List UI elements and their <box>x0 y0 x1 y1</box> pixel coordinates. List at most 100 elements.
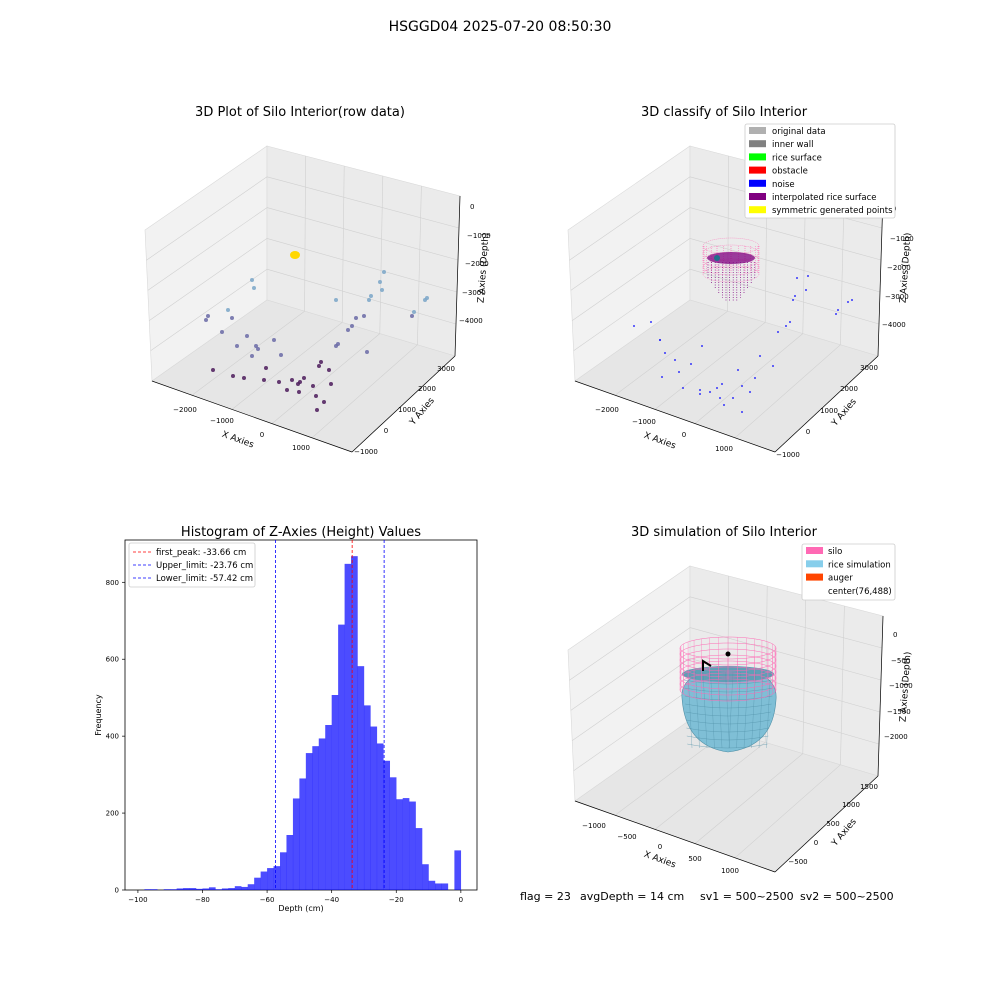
grid-line <box>654 322 766 410</box>
histogram-bar <box>428 880 436 890</box>
histogram-bar <box>454 850 462 890</box>
grid-line <box>689 238 881 293</box>
noise-point <box>789 321 791 323</box>
raw-point <box>285 388 289 392</box>
simulation-x-tick: 0 <box>658 843 662 851</box>
simulation-z-tick: 0 <box>893 631 897 639</box>
legend-swatch <box>806 547 823 554</box>
histogram-bar <box>254 877 261 890</box>
noise-point <box>650 321 652 323</box>
raw-point <box>242 376 246 380</box>
raw-point <box>262 378 266 382</box>
simulation-3d-panel: 3D simulation of Silo Interior −1000 −50… <box>520 525 913 903</box>
simulation-y-tick: 500 <box>826 820 839 828</box>
rice-mesh-line <box>687 671 693 749</box>
rice-mesh-line <box>685 719 771 725</box>
noise-point <box>719 397 721 399</box>
raw-point <box>290 378 294 382</box>
simulation-x-tick: −500 <box>617 833 636 841</box>
noise-point <box>754 377 756 379</box>
y-tick-label: 400 <box>106 733 119 741</box>
histogram-bar <box>441 883 449 890</box>
histogram-bar <box>363 705 371 890</box>
raw-point <box>298 380 302 384</box>
raw-point <box>317 364 321 368</box>
histogram-bar <box>331 695 339 890</box>
raw-point <box>297 390 301 394</box>
histogram-bar <box>228 888 235 890</box>
raw-y-tick: 1000 <box>398 406 416 414</box>
y-tick-label: 600 <box>106 656 119 664</box>
legend-swatch <box>749 206 766 214</box>
grid-line <box>694 333 803 424</box>
legend-swatch <box>806 573 823 581</box>
x-tick-label: −40 <box>324 896 339 904</box>
raw-point <box>277 380 281 384</box>
classify-y-tick: 2000 <box>840 385 858 393</box>
histogram-bar <box>338 624 345 890</box>
legend-label: center(76,488) <box>828 587 892 597</box>
rice-mesh-line <box>686 727 770 733</box>
raw-z-ticks: 0 −1000 −2000 −3000 −4000 <box>459 203 491 325</box>
simulation-x-ticks: −1000 −500 0 500 1000 <box>582 822 739 875</box>
simulation-z-ticks: 0 −500 −1000 −1500 −2000 <box>884 631 913 741</box>
simulation-y-tick: −500 <box>788 858 807 866</box>
simulation-y-tick: 1500 <box>860 783 878 791</box>
raw-z-tick: −2000 <box>465 260 489 268</box>
raw-point <box>264 366 268 370</box>
histogram-bar <box>273 866 281 890</box>
noise-point <box>737 369 739 371</box>
histogram-bar <box>215 889 223 890</box>
simulation-y-ticks: −500 0 500 1000 1500 <box>788 783 878 866</box>
raw-point <box>319 360 323 364</box>
x-tick-label: −60 <box>260 896 275 904</box>
legend-swatch <box>749 166 766 174</box>
raw-y-ticks: −1000 0 1000 2000 3000 <box>354 365 455 456</box>
noise-point <box>709 391 711 393</box>
histogram-bar <box>409 801 416 890</box>
histogram-bar <box>299 778 307 890</box>
classify-y-tick: −1000 <box>776 451 800 459</box>
grid-line <box>689 596 883 649</box>
classify-x-tick: 1000 <box>715 445 733 453</box>
histogram-bar <box>267 868 274 890</box>
legend-label: first_peak: -33.66 cm <box>156 548 246 558</box>
raw-x-tick: 1000 <box>292 444 310 452</box>
classify-x-ticks: −2000 −1000 0 1000 <box>595 406 733 453</box>
grid-line <box>150 268 268 352</box>
grid-line <box>231 322 343 410</box>
classify-x-tick: −1000 <box>632 418 656 426</box>
histogram-bar <box>144 889 152 890</box>
histogram-bar <box>344 563 352 890</box>
legend-frame <box>801 543 896 601</box>
silo-wireframe <box>679 636 777 702</box>
histogram-bar <box>351 556 358 890</box>
grid-line <box>614 310 728 396</box>
histogram-panel: Histogram of Z-Axies (Height) Values −10… <box>94 525 478 913</box>
symmetric-points-marker <box>714 255 720 261</box>
legend-swatch <box>749 193 766 200</box>
histogram-bar <box>422 864 429 890</box>
noise-point <box>690 363 692 365</box>
classify-noise-points <box>633 275 853 413</box>
grid-line <box>271 333 380 424</box>
simulation-x-tick: 500 <box>688 855 701 863</box>
legend-swatch <box>806 560 823 568</box>
y-axis-line <box>774 775 879 873</box>
histogram-bar <box>202 888 210 890</box>
raw-x-tick: −2000 <box>173 406 197 414</box>
histogram-bar <box>163 889 171 890</box>
histogram-bar <box>318 738 326 890</box>
raw-point <box>250 354 254 358</box>
flag-text: flag = 23 <box>520 890 571 903</box>
grid-line <box>573 688 691 772</box>
raw-3d-axes-box <box>144 145 461 453</box>
classify-z-tick: −1000 <box>890 235 914 243</box>
noise-point <box>796 277 798 279</box>
raw-point <box>322 400 326 404</box>
noise-point <box>837 309 839 311</box>
raw-point <box>211 368 215 372</box>
raw-point <box>250 278 254 282</box>
grid-line <box>689 207 882 261</box>
